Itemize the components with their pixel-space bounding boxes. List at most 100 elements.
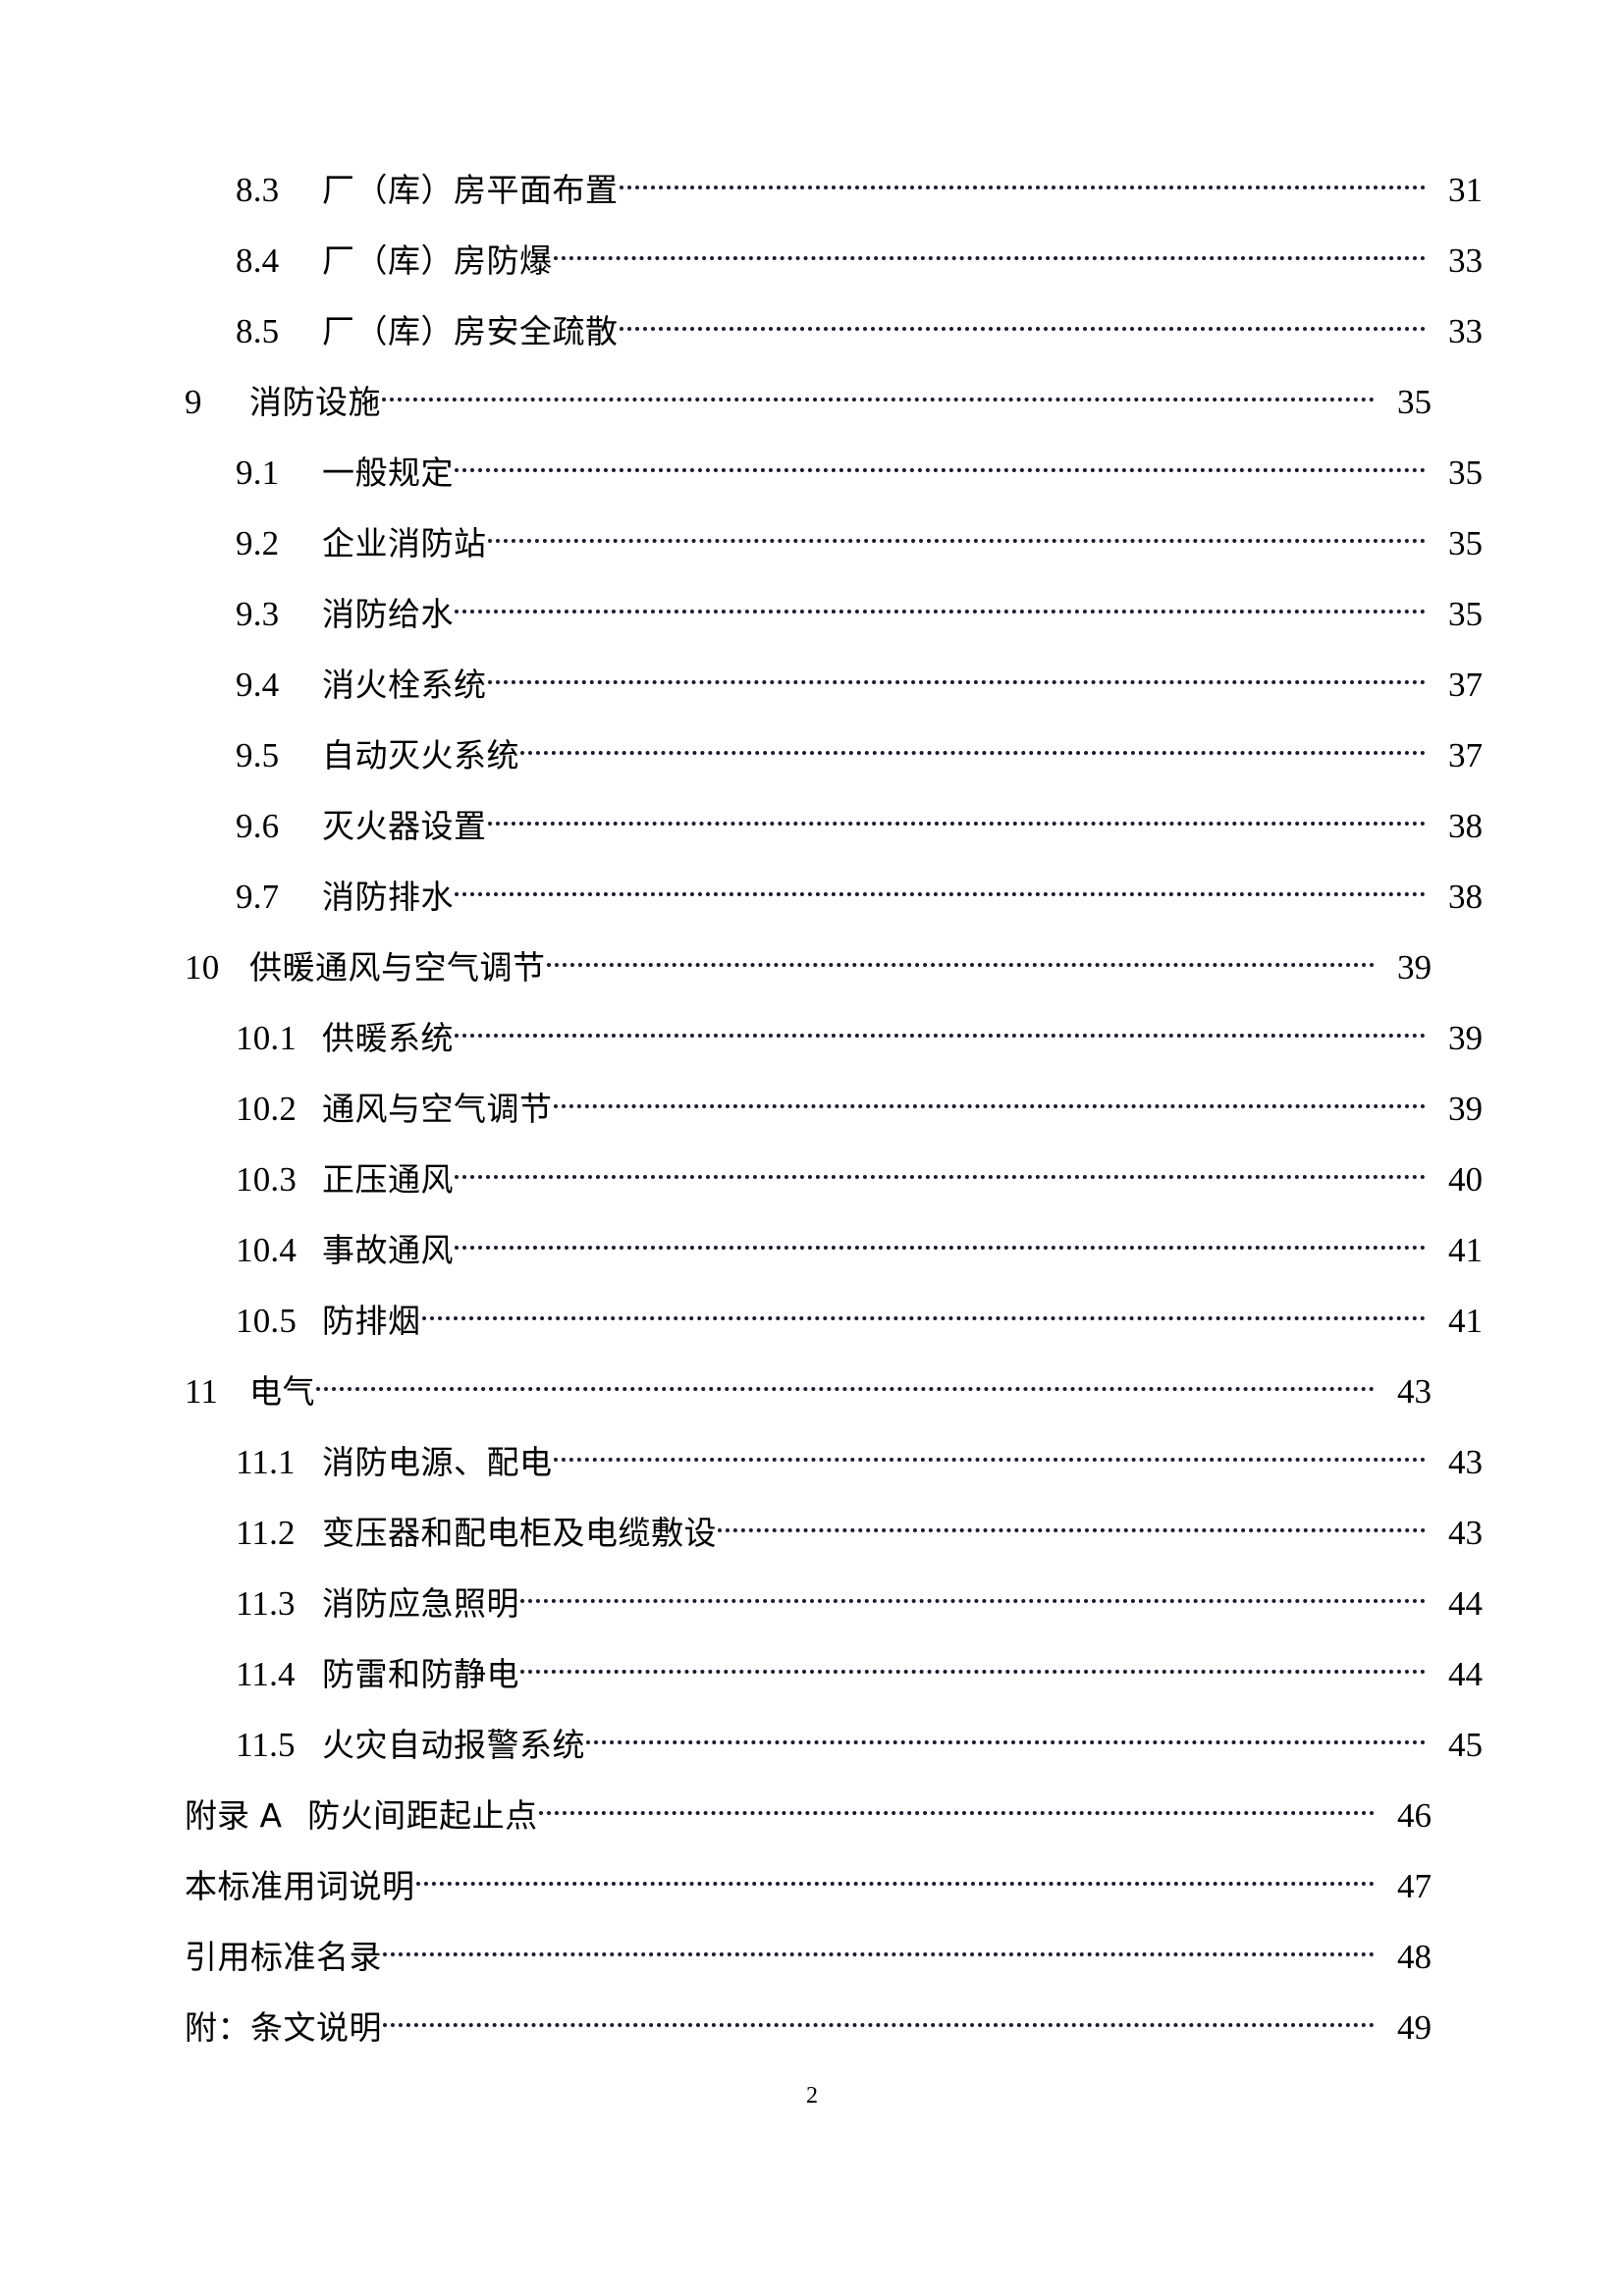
- toc-entry-title: 通风与空气调节: [322, 1090, 553, 1128]
- toc-entry[interactable]: 11 电气 43: [185, 1357, 1432, 1427]
- toc-entry[interactable]: 本标准用词说明 47: [185, 1851, 1432, 1922]
- toc-dot-leader: [455, 448, 1426, 482]
- toc-entry-title: 正压通风: [322, 1160, 454, 1199]
- toc-entry-title: 消防电源、配电: [322, 1443, 553, 1481]
- toc-entry[interactable]: 10.3 正压通风 40: [185, 1145, 1483, 1215]
- toc-entry[interactable]: 10.1 供暖系统 39: [185, 1003, 1483, 1074]
- toc-entry[interactable]: 9.3 消防给水 35: [185, 579, 1483, 650]
- toc-entry-title: 消防应急照明: [322, 1584, 519, 1623]
- toc-entry[interactable]: 8.5 厂（库）房安全疏散 33: [185, 296, 1483, 367]
- toc-entry[interactable]: 9.4 消火栓系统 37: [185, 650, 1483, 721]
- toc-entry[interactable]: 8.3 厂（库）房平面布置 31: [185, 155, 1483, 226]
- toc-entry-page-number: 39: [1448, 1090, 1483, 1128]
- toc-entry[interactable]: 附录 A 防火间距起止点 46: [185, 1781, 1432, 1851]
- toc-entry[interactable]: 引用标准名录 48: [185, 1922, 1432, 1993]
- toc-entry-number: 10.4: [236, 1231, 298, 1269]
- toc-dot-leader: [383, 1932, 1375, 1966]
- toc-entry-title: 消防排水: [322, 878, 454, 916]
- toc-entry-page-number: 39: [1448, 1019, 1483, 1057]
- toc-entry-number: 8.3: [236, 171, 280, 209]
- toc-dot-leader: [487, 801, 1427, 835]
- toc-entry[interactable]: 10.2 通风与空气调节 39: [185, 1074, 1483, 1145]
- toc-entry[interactable]: 9.2 企业消防站 35: [185, 508, 1483, 579]
- toc-entry-page-number: 43: [1448, 1443, 1483, 1481]
- toc-dot-leader: [415, 1861, 1376, 1896]
- toc-entry-title: 本标准用词说明: [185, 1867, 415, 1905]
- toc-dot-leader: [487, 518, 1427, 553]
- toc-entry-number: 9.5: [236, 736, 280, 774]
- toc-entry[interactable]: 9.7 消防排水 38: [185, 862, 1483, 933]
- toc-entry-title: 供暖系统: [322, 1019, 454, 1057]
- toc-entry-number: 9.7: [236, 878, 280, 916]
- toc-entry[interactable]: 11.1 消防电源、配电 43: [185, 1427, 1483, 1498]
- table-of-contents: 8.3 厂（库）房平面布置 31 8.4 厂（库）房防爆 33 8.5 厂（库）房安全疏散 33…: [185, 155, 1483, 2063]
- toc-entry[interactable]: 附：条文说明 49: [185, 1993, 1432, 2063]
- toc-dot-leader: [520, 1578, 1426, 1613]
- toc-entry-page-number: 40: [1448, 1160, 1483, 1199]
- toc-entry-title: 防火间距起止点: [307, 1796, 538, 1835]
- toc-entry-title: 附：条文说明: [185, 2008, 382, 2047]
- toc-entry[interactable]: 8.4 厂（库）房防爆 33: [185, 226, 1483, 296]
- toc-entry[interactable]: 9.6 灭火器设置 38: [185, 791, 1483, 862]
- toc-entry-number: 10.1: [236, 1019, 298, 1057]
- toc-dot-leader: [520, 1649, 1426, 1683]
- toc-entry-page-number: 49: [1397, 2008, 1432, 2047]
- toc-entry-page-number: 39: [1397, 948, 1432, 987]
- toc-entry-number: 9.3: [236, 595, 280, 633]
- toc-entry[interactable]: 9.1 一般规定 35: [185, 438, 1483, 508]
- toc-dot-leader: [718, 1508, 1426, 1542]
- toc-entry[interactable]: 9.5 自动灭火系统 37: [185, 721, 1483, 791]
- toc-dot-leader: [316, 1366, 1375, 1401]
- toc-entry[interactable]: 11.3 消防应急照明 44: [185, 1569, 1483, 1639]
- toc-entry-page-number: 41: [1448, 1302, 1483, 1340]
- toc-entry-title: 供暖通风与空气调节: [249, 948, 546, 987]
- toc-entry[interactable]: 11.2 变压器和配电柜及电缆敷设 43: [185, 1498, 1483, 1569]
- toc-entry-title: 厂（库）房安全疏散: [322, 312, 619, 350]
- toc-entry[interactable]: 11.4 防雷和防静电 44: [185, 1639, 1483, 1710]
- toc-entry[interactable]: 11.5 火灾自动报警系统 45: [185, 1710, 1483, 1781]
- toc-dot-leader: [455, 1154, 1426, 1189]
- toc-dot-leader: [487, 660, 1427, 694]
- toc-entry-number: 9.2: [236, 524, 280, 562]
- toc-entry-title: 一般规定: [322, 454, 454, 492]
- toc-entry-number: 10.3: [236, 1160, 298, 1199]
- toc-entry-page-number: 35: [1448, 524, 1483, 562]
- toc-dot-leader: [383, 2002, 1375, 2037]
- toc-entry[interactable]: 10.4 事故通风 41: [185, 1215, 1483, 1286]
- toc-dot-leader: [619, 306, 1427, 341]
- toc-entry-page-number: 47: [1397, 1867, 1432, 1905]
- toc-entry-page-number: 33: [1448, 312, 1483, 350]
- toc-dot-leader: [619, 165, 1427, 199]
- toc-entry-title: 企业消防站: [322, 524, 487, 562]
- toc-entry-number: 9.1: [236, 454, 280, 492]
- toc-dot-leader: [553, 236, 1427, 270]
- toc-dot-leader: [455, 589, 1426, 623]
- toc-entry-page-number: 43: [1448, 1514, 1483, 1552]
- toc-entry-page-number: 44: [1448, 1655, 1483, 1693]
- toc-dot-leader: [455, 1013, 1426, 1047]
- toc-entry-title: 事故通风: [322, 1231, 454, 1269]
- toc-entry-page-number: 44: [1448, 1584, 1483, 1623]
- toc-entry-title: 消防设施: [249, 383, 381, 421]
- toc-entry-page-number: 35: [1448, 595, 1483, 633]
- toc-dot-leader: [455, 872, 1426, 906]
- toc-entry[interactable]: 9 消防设施 35: [185, 367, 1432, 438]
- toc-entry-number: 10.2: [236, 1090, 298, 1128]
- toc-dot-leader: [538, 1790, 1375, 1825]
- toc-entry-page-number: 45: [1448, 1726, 1483, 1764]
- toc-entry-title: 火灾自动报警系统: [322, 1726, 585, 1764]
- toc-entry-page-number: 43: [1397, 1372, 1432, 1411]
- toc-entry-title: 厂（库）房防爆: [322, 241, 553, 280]
- toc-entry-number: 10: [185, 948, 220, 987]
- toc-entry-title: 厂（库）房平面布置: [322, 171, 619, 209]
- toc-entry[interactable]: 10.5 防排烟 41: [185, 1286, 1483, 1357]
- toc-dot-leader: [455, 1225, 1426, 1259]
- toc-entry-number: 11.3: [236, 1584, 296, 1623]
- toc-entry-title: 电气: [249, 1372, 315, 1411]
- toc-dot-leader: [546, 942, 1376, 977]
- toc-entry-title: 变压器和配电柜及电缆敷设: [322, 1514, 717, 1552]
- toc-entry-number: 11.1: [236, 1443, 296, 1481]
- toc-entry-page-number: 38: [1448, 807, 1483, 845]
- toc-entry-number: 9.4: [236, 666, 280, 704]
- toc-entry[interactable]: 10 供暖通风与空气调节 39: [185, 933, 1432, 1003]
